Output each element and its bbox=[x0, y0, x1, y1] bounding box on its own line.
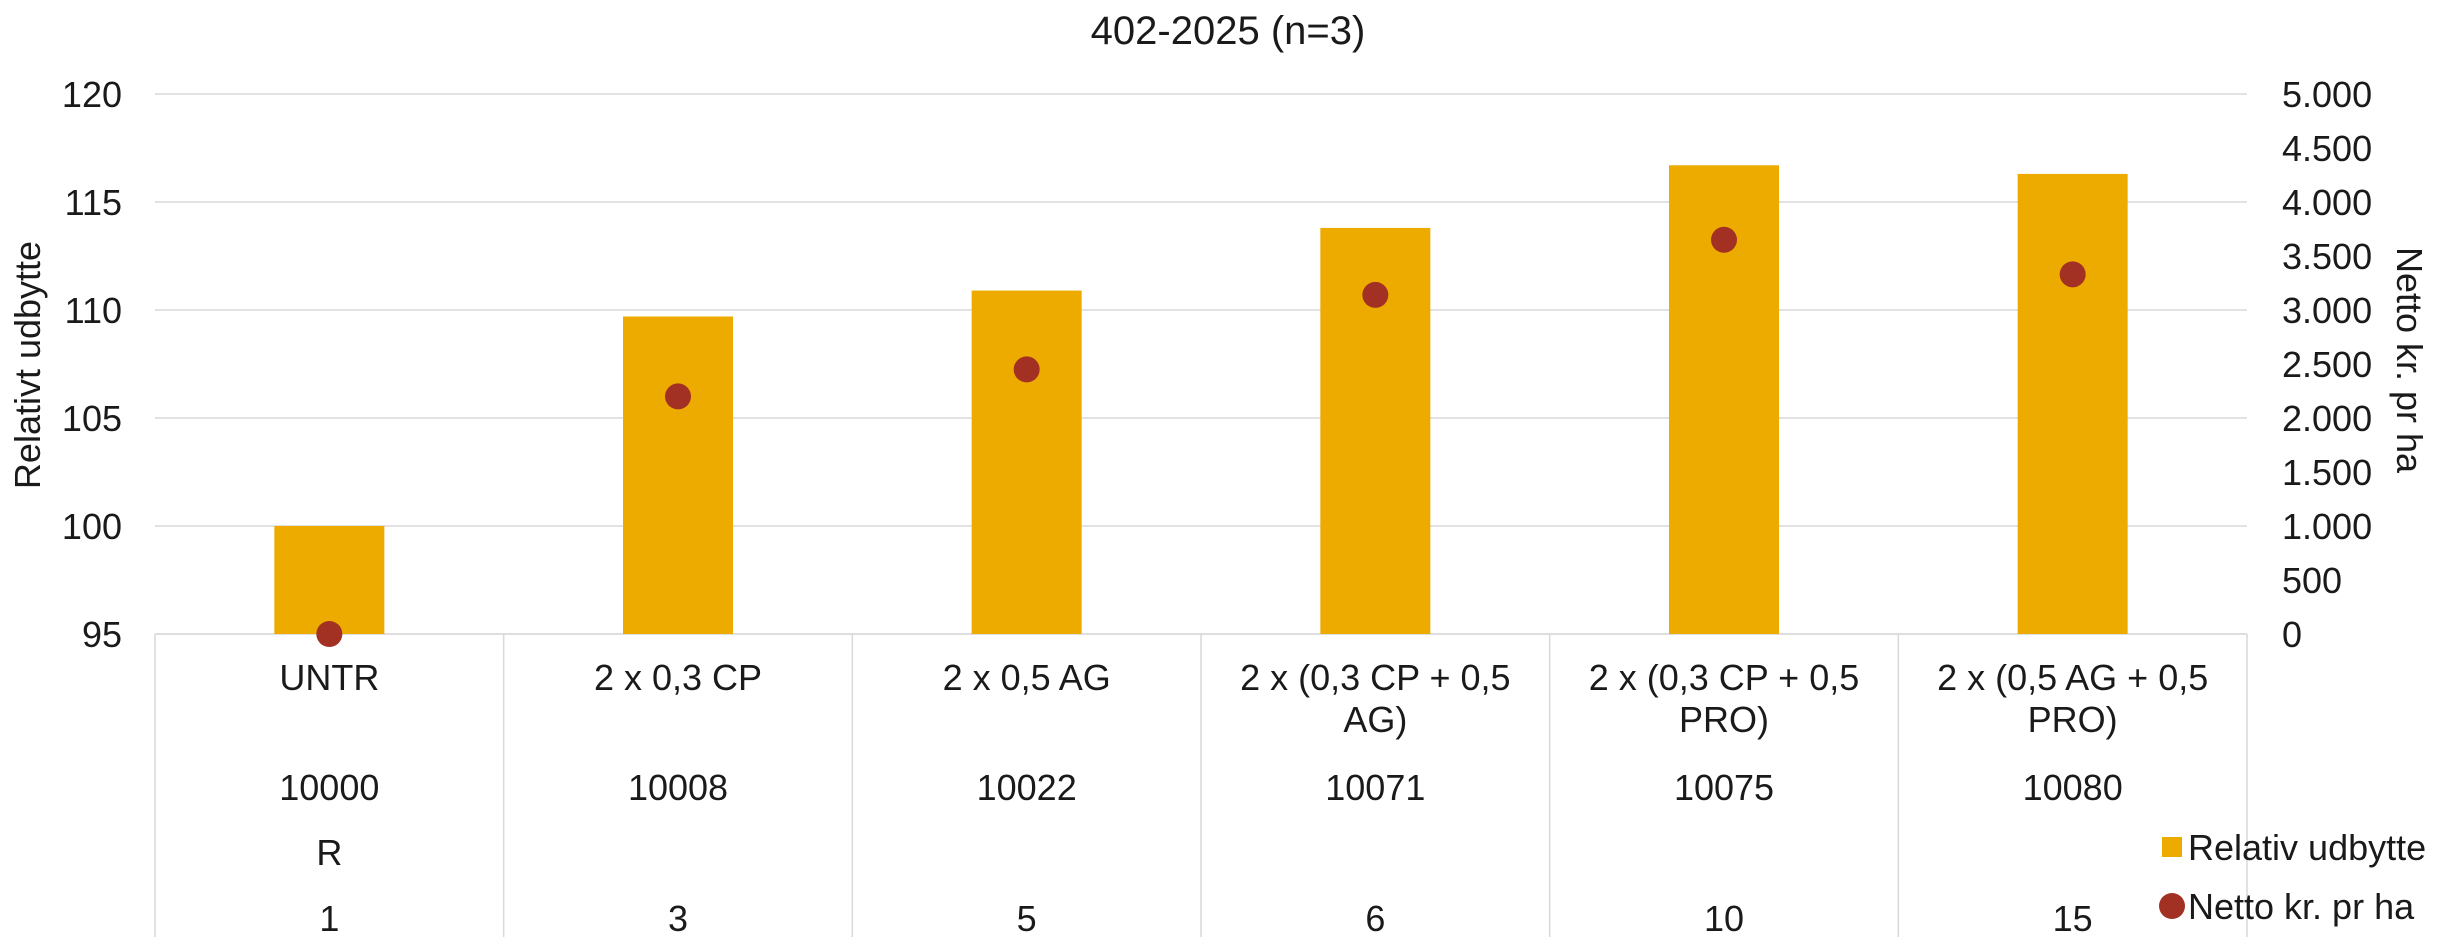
y2-tick-label: 4.000 bbox=[2282, 182, 2372, 223]
category-number: 6 bbox=[1365, 898, 1385, 937]
legend-label: Netto kr. pr ha bbox=[2188, 886, 2415, 927]
category-code: 10080 bbox=[2023, 767, 2123, 808]
category-number: 1 bbox=[319, 898, 339, 937]
y2-tick-label: 1.000 bbox=[2282, 506, 2372, 547]
bar bbox=[2018, 174, 2128, 634]
y-tick-label: 105 bbox=[62, 398, 122, 439]
y2-tick-label: 0 bbox=[2282, 614, 2302, 655]
category-table: UNTR 10000 R 1 2 x 0,3 CP 10008 3 2 x 0,5 AG 100… bbox=[155, 634, 2247, 937]
category-extra: R bbox=[316, 832, 342, 873]
y2-tick-label: 1.500 bbox=[2282, 452, 2372, 493]
y-axis-right-label: Netto kr. pr ha bbox=[2389, 247, 2430, 474]
y-tick-label: 120 bbox=[62, 74, 122, 115]
gridlines bbox=[155, 94, 2247, 634]
y2-tick-label: 3.500 bbox=[2282, 236, 2372, 277]
point-series bbox=[316, 227, 2085, 647]
category-label: 2 x (0,5 AG + 0,5 bbox=[1937, 657, 2208, 698]
legend: Relativ udbytte Netto kr. pr ha bbox=[2159, 827, 2426, 927]
category-label: 2 x (0,3 CP + 0,5 bbox=[1589, 657, 1860, 698]
category-number: 15 bbox=[2053, 898, 2093, 937]
data-point bbox=[1711, 227, 1737, 253]
category-code: 10008 bbox=[628, 767, 728, 808]
category-code: 10071 bbox=[1325, 767, 1425, 808]
bar bbox=[623, 316, 733, 634]
y-tick-label: 100 bbox=[62, 506, 122, 547]
data-point bbox=[1362, 282, 1388, 308]
data-point bbox=[2060, 261, 2086, 287]
category-label: PRO) bbox=[1679, 699, 1769, 740]
category-code: 10075 bbox=[1674, 767, 1774, 808]
category-label: PRO) bbox=[2028, 699, 2118, 740]
category-label: 2 x (0,3 CP + 0,5 bbox=[1240, 657, 1511, 698]
y2-tick-label: 4.500 bbox=[2282, 128, 2372, 169]
legend-swatch-point bbox=[2159, 893, 2185, 919]
category-number: 3 bbox=[668, 898, 688, 937]
y2-tick-label: 500 bbox=[2282, 560, 2342, 601]
y2-tick-label: 3.000 bbox=[2282, 290, 2372, 331]
legend-swatch-bar bbox=[2162, 837, 2182, 857]
category-label: 2 x 0,5 AG bbox=[943, 657, 1111, 698]
data-point bbox=[665, 383, 691, 409]
category-label: 2 x 0,3 CP bbox=[594, 657, 762, 698]
y-tick-label: 115 bbox=[65, 182, 122, 223]
data-point bbox=[316, 621, 342, 647]
legend-label: Relativ udbytte bbox=[2188, 827, 2426, 868]
y-axis-left-label: Relativt udbytte bbox=[7, 241, 48, 489]
y2-tick-label: 5.000 bbox=[2282, 74, 2372, 115]
y-tick-label: 110 bbox=[65, 290, 122, 331]
bar bbox=[972, 291, 1082, 634]
y-axis-right-ticks: 0 500 1.000 1.500 2.000 2.500 3.000 3.500 4.000 4… bbox=[2282, 74, 2372, 655]
y2-tick-label: 2.000 bbox=[2282, 398, 2372, 439]
category-code: 10000 bbox=[279, 767, 379, 808]
category-label: AG) bbox=[1343, 699, 1407, 740]
data-point bbox=[1014, 356, 1040, 382]
category-code: 10022 bbox=[977, 767, 1077, 808]
category-number: 5 bbox=[1017, 898, 1037, 937]
bar bbox=[274, 526, 384, 634]
category-number: 10 bbox=[1704, 898, 1744, 937]
y-axis-left-ticks: 95 100 105 110 115 120 bbox=[62, 74, 122, 655]
chart-title: 402-2025 (n=3) bbox=[1091, 9, 1366, 53]
y2-tick-label: 2.500 bbox=[2282, 344, 2372, 385]
y-tick-label: 95 bbox=[82, 614, 122, 655]
bar-series bbox=[274, 165, 2127, 634]
category-label: UNTR bbox=[279, 657, 379, 698]
